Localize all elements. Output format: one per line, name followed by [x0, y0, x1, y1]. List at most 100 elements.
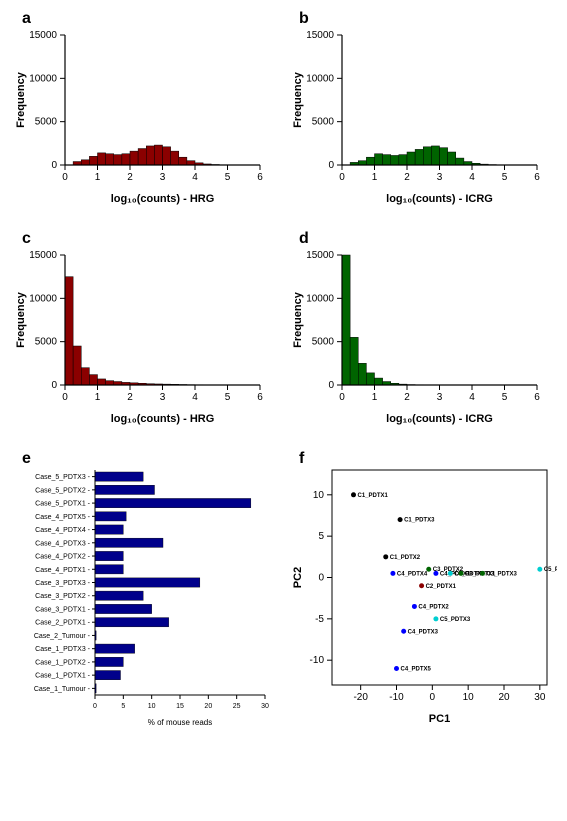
svg-text:6: 6 — [534, 392, 540, 403]
svg-text:5: 5 — [121, 703, 125, 710]
svg-text:0: 0 — [51, 160, 57, 171]
bar — [95, 618, 169, 627]
xlabel: log₁₀(counts) - HRG — [111, 413, 215, 425]
category-label: Case_4_PDTX5 - — [35, 514, 91, 521]
svg-text:10: 10 — [313, 490, 325, 501]
svg-text:-20: -20 — [353, 692, 368, 703]
bar — [95, 472, 143, 481]
ylabel: Frequency — [292, 71, 304, 128]
bar — [95, 671, 121, 680]
svg-text:5: 5 — [318, 531, 324, 542]
svg-text:5000: 5000 — [312, 337, 335, 348]
svg-text:6: 6 — [534, 172, 540, 183]
scatter-point — [448, 571, 453, 576]
svg-text:0: 0 — [62, 392, 68, 403]
svg-text:3: 3 — [160, 172, 166, 183]
svg-text:25: 25 — [233, 703, 241, 710]
point-label: C4_PDTX4 — [397, 571, 428, 577]
scatter-point — [419, 583, 424, 588]
xlabel: log₁₀(counts) - ICRG — [386, 193, 493, 205]
panel-letter: f — [299, 450, 304, 468]
scatter-point — [390, 571, 395, 576]
svg-text:4: 4 — [192, 172, 198, 183]
svg-text:-10: -10 — [389, 692, 404, 703]
xlabel: % of mouse reads — [148, 718, 212, 727]
svg-text:10000: 10000 — [29, 73, 57, 84]
svg-text:5000: 5000 — [312, 117, 335, 128]
svg-text:6: 6 — [257, 392, 263, 403]
svg-text:3: 3 — [160, 392, 166, 403]
panel-c: c0123456050001000015000log₁₀(counts) - H… — [10, 230, 277, 430]
svg-text:2: 2 — [127, 172, 133, 183]
bar — [95, 644, 135, 653]
svg-text:5: 5 — [502, 172, 508, 183]
panel-a: a0123456050001000015000log₁₀(counts) - H… — [10, 10, 277, 210]
svg-text:4: 4 — [192, 392, 198, 403]
histogram-a: 0123456050001000015000log₁₀(counts) - HR… — [10, 10, 270, 210]
point-label: C4_PDTX5 — [401, 666, 432, 672]
bar — [95, 551, 123, 560]
scatter-point — [412, 604, 417, 609]
bar — [95, 578, 200, 587]
svg-text:15: 15 — [176, 703, 184, 710]
panel-b: b0123456050001000015000log₁₀(counts) - I… — [287, 10, 557, 210]
scatter-point — [480, 571, 485, 576]
category-label: Case_4_PDTX3 - — [35, 540, 91, 547]
svg-text:1: 1 — [95, 392, 101, 403]
point-label: C1_PDTX3 — [404, 518, 435, 524]
svg-text:0: 0 — [62, 172, 68, 183]
svg-text:5000: 5000 — [35, 117, 58, 128]
bar — [95, 538, 163, 547]
svg-text:10000: 10000 — [306, 73, 334, 84]
svg-text:0: 0 — [328, 380, 334, 391]
svg-text:1: 1 — [372, 172, 378, 183]
svg-text:6: 6 — [257, 172, 263, 183]
category-label: Case_4_PDTX4 - — [35, 527, 91, 534]
point-label: C1_PDTX2 — [390, 555, 421, 561]
category-label: Case_5_PDTX1 - — [35, 501, 91, 508]
svg-text:15000: 15000 — [306, 250, 334, 261]
xlabel: log₁₀(counts) - HRG — [111, 193, 215, 205]
scatter-plot: -20-100102030-10-50510C1_PDTX1C1_PDTX3C1… — [287, 450, 557, 730]
svg-text:-5: -5 — [315, 614, 324, 625]
scatter-point — [383, 554, 388, 559]
panel-letter: b — [299, 10, 309, 28]
bar — [95, 525, 123, 534]
scatter-point — [394, 666, 399, 671]
category-label: Case_4_PDTX2 - — [35, 554, 91, 561]
xlabel: PC1 — [429, 713, 450, 725]
histogram-d: 0123456050001000015000log₁₀(counts) - IC… — [287, 230, 547, 430]
bar — [95, 498, 251, 507]
scatter-point — [401, 629, 406, 634]
ylabel: Frequency — [292, 291, 304, 348]
bar — [95, 565, 123, 574]
svg-text:5: 5 — [502, 392, 508, 403]
svg-text:4: 4 — [469, 392, 475, 403]
svg-text:5: 5 — [225, 392, 231, 403]
svg-text:30: 30 — [261, 703, 269, 710]
category-label: Case_3_PDTX3 - — [35, 580, 91, 587]
svg-text:5000: 5000 — [35, 337, 58, 348]
hbar-chart: Case_5_PDTX3 - Case_5_PDTX2 - Case_5_PDTX1… — [10, 450, 275, 730]
scatter-point — [351, 492, 356, 497]
svg-text:0: 0 — [318, 573, 324, 584]
svg-text:30: 30 — [534, 692, 546, 703]
scatter-point — [426, 567, 431, 572]
svg-text:1: 1 — [372, 392, 378, 403]
svg-text:0: 0 — [93, 703, 97, 710]
category-label: Case_3_PDTX1 - — [35, 606, 91, 613]
category-label: Case_5_PDTX3 - — [35, 474, 91, 481]
svg-text:4: 4 — [469, 172, 475, 183]
panel-letter: e — [22, 450, 31, 468]
svg-text:20: 20 — [204, 703, 212, 710]
svg-text:10: 10 — [148, 703, 156, 710]
category-label: Case_2_Tumour - — [34, 633, 91, 640]
point-label: C2_PDTX1 — [426, 584, 457, 590]
point-label: C4_PDTX3 — [408, 629, 439, 635]
svg-text:10: 10 — [463, 692, 475, 703]
svg-text:5: 5 — [225, 172, 231, 183]
point-label: C5_PDTX3 — [440, 617, 471, 623]
category-label: Case_5_PDTX2 - — [35, 487, 91, 494]
bar — [95, 485, 155, 494]
scatter-point — [398, 517, 403, 522]
